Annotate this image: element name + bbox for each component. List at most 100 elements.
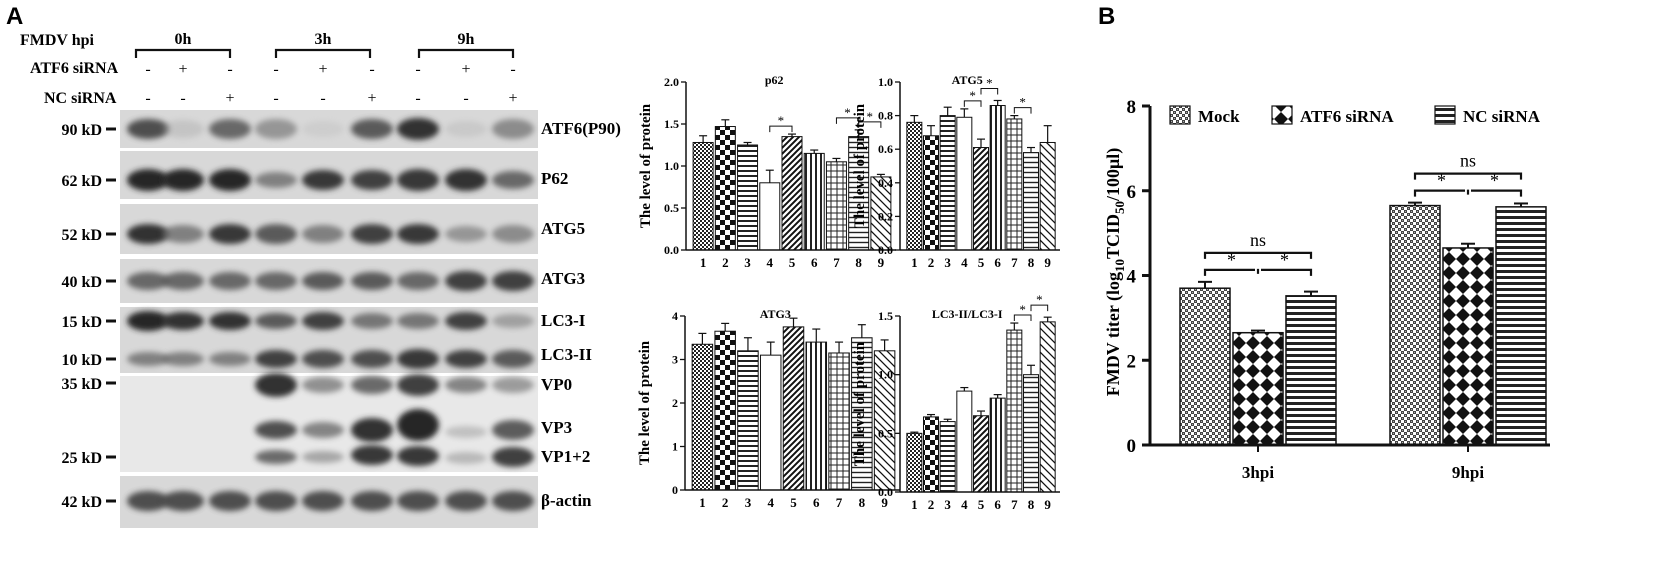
band — [162, 120, 204, 138]
x-tick-label-9hpi: 9hpi — [1452, 463, 1484, 482]
x-tick-label: 3 — [944, 497, 951, 512]
y-tick-label: 0.0 — [878, 243, 893, 257]
band — [492, 377, 534, 393]
y-tick-label: 3 — [672, 353, 678, 367]
x-tick-label: 1 — [911, 497, 918, 512]
bar-1 — [691, 343, 714, 491]
y-tick-label: 0.8 — [878, 109, 893, 123]
significance-bracket — [858, 121, 882, 128]
band — [492, 491, 534, 511]
x-tick-label: 7 — [1011, 255, 1018, 270]
significance-bracket — [769, 125, 793, 133]
x-tick-label: 2 — [928, 497, 935, 512]
band — [209, 169, 251, 191]
bar-4 — [956, 390, 973, 493]
x-tick-label: 8 — [1028, 255, 1035, 270]
atf6-sign: - — [227, 61, 232, 78]
band — [255, 350, 297, 368]
x-tick-label: 3 — [944, 255, 951, 270]
atf6-sign: - — [510, 61, 515, 78]
marker-label: 62 kD — [62, 173, 102, 190]
nc-sign: + — [508, 90, 517, 107]
chart-title: LC3-II/LC3-I — [932, 307, 1003, 321]
band — [351, 491, 393, 511]
band — [255, 119, 297, 139]
band — [302, 451, 344, 463]
band — [445, 226, 487, 242]
bar-6 — [805, 341, 828, 491]
bar-3hpi-ATF6 siRNA — [1232, 331, 1284, 446]
significance-star: * — [1036, 292, 1043, 307]
band — [255, 272, 297, 290]
band-label-9: β-actin — [541, 491, 592, 510]
band-label-7: VP3 — [541, 418, 572, 437]
y-tick-label: 1.5 — [664, 117, 679, 131]
y-tick-label: 0.6 — [878, 142, 893, 156]
ns-bracket — [1203, 251, 1313, 259]
band — [492, 350, 534, 368]
band — [492, 447, 534, 467]
band — [397, 374, 439, 396]
band — [445, 121, 487, 137]
marker-label: 40 kD — [62, 274, 102, 291]
y-axis-label-part: 10 — [1112, 259, 1127, 272]
x-tick-label: 2 — [928, 255, 935, 270]
bar-4 — [759, 182, 781, 251]
band — [127, 272, 169, 290]
significance-star: * — [1280, 250, 1289, 270]
x-tick-label: 1 — [911, 255, 918, 270]
atf6-sign: - — [369, 61, 374, 78]
band — [209, 491, 251, 511]
x-tick-label: 7 — [1011, 497, 1018, 512]
band — [127, 311, 169, 331]
band — [397, 118, 439, 140]
band — [255, 421, 297, 439]
x-tick-label: 4 — [767, 495, 774, 510]
significance-star: * — [969, 88, 976, 103]
band — [397, 409, 439, 441]
band — [351, 224, 393, 244]
timepoint-9h: 9h — [458, 31, 475, 48]
x-tick-label: 1 — [699, 495, 706, 510]
legend-label-0: Mock — [1198, 107, 1240, 126]
y-tick-label: 0.5 — [878, 426, 893, 440]
band — [209, 352, 251, 366]
band — [351, 418, 393, 442]
significance-star: * — [1490, 171, 1499, 191]
band — [492, 225, 534, 243]
y-axis-label: The level of protein — [852, 103, 868, 228]
band-label-4: LC3-I — [541, 311, 586, 330]
y-tick-label: 0.5 — [664, 201, 679, 215]
x-tick-label: 9 — [881, 495, 888, 510]
bar-7 — [1006, 118, 1023, 251]
bar-5 — [782, 326, 805, 491]
bar-5 — [973, 415, 989, 493]
bar-9hpi-Mock — [1389, 204, 1441, 446]
y-axis-label-part: /100μl) — [1103, 148, 1124, 202]
y-tick-label: 0.0 — [878, 485, 893, 499]
legend-swatch-0 — [1169, 105, 1191, 125]
y-tick-label: 8 — [1127, 97, 1137, 118]
band — [302, 225, 344, 243]
x-tick-label: 5 — [978, 497, 985, 512]
band — [162, 312, 204, 330]
blot-strip-6 — [120, 476, 538, 528]
bar-9hpi-NC siRNA — [1495, 206, 1547, 446]
band — [445, 312, 487, 330]
band — [162, 272, 204, 290]
legend-label-2: NC siRNA — [1463, 107, 1541, 126]
x-tick-label-3hpi: 3hpi — [1242, 463, 1274, 482]
timepoint-0h: 0h — [175, 31, 192, 48]
significance-bracket — [1013, 107, 1032, 114]
band — [127, 491, 169, 511]
y-tick-label: 1.0 — [664, 159, 679, 173]
significance-star: * — [986, 75, 993, 90]
band — [397, 224, 439, 244]
blot-strip-2 — [120, 204, 538, 254]
y-tick-label: 2 — [672, 396, 678, 410]
y-tick-label: 0 — [1127, 436, 1137, 457]
band — [127, 169, 169, 191]
band — [302, 312, 344, 330]
